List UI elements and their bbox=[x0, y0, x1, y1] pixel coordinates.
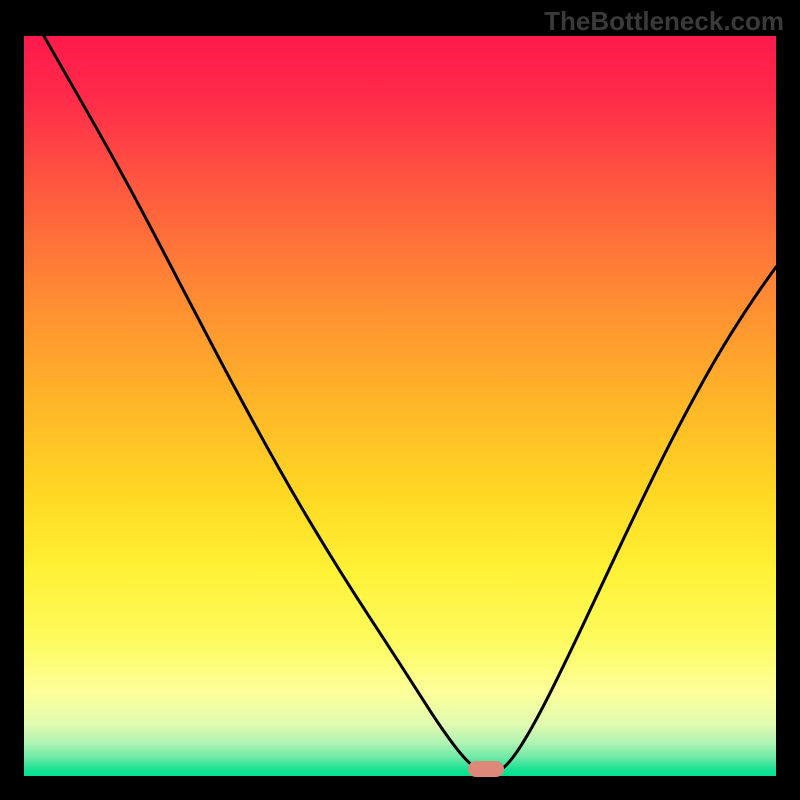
watermark-label: TheBottleneck.com bbox=[544, 6, 784, 37]
optimal-marker bbox=[468, 761, 504, 777]
bottleneck-curve bbox=[24, 36, 776, 776]
chart-frame: TheBottleneck.com bbox=[0, 0, 800, 800]
plot-area bbox=[24, 36, 776, 776]
